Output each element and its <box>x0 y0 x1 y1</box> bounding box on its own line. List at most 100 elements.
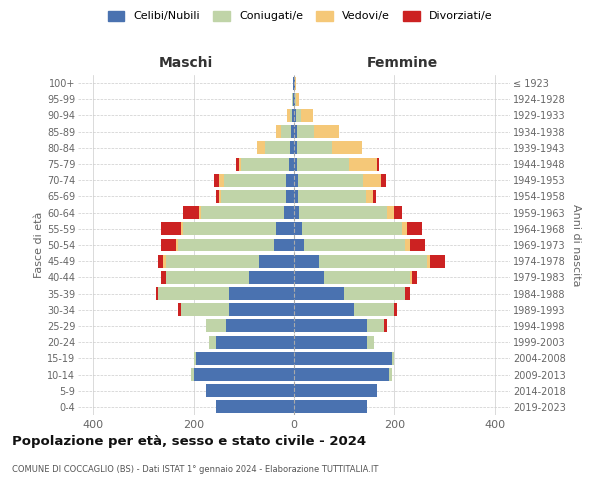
Bar <box>166 271 249 284</box>
Bar <box>304 238 404 252</box>
Bar <box>293 76 294 90</box>
Bar <box>286 190 294 203</box>
Bar <box>158 254 163 268</box>
Bar <box>294 190 298 203</box>
Bar <box>354 304 394 316</box>
Bar <box>430 254 445 268</box>
Bar <box>296 93 299 106</box>
Bar <box>236 158 239 170</box>
Bar <box>299 206 387 219</box>
Bar <box>296 109 301 122</box>
Bar <box>281 125 292 138</box>
Bar <box>161 271 166 284</box>
Bar <box>407 222 422 235</box>
Bar <box>218 190 221 203</box>
Bar <box>367 320 385 332</box>
Bar <box>298 190 366 203</box>
Bar <box>296 158 349 170</box>
Bar <box>229 287 294 300</box>
Bar <box>216 400 294 413</box>
Bar <box>286 174 294 186</box>
Bar <box>294 222 302 235</box>
Bar <box>287 109 290 122</box>
Bar <box>294 400 367 413</box>
Bar <box>156 287 158 300</box>
Bar <box>184 206 199 219</box>
Bar <box>294 238 304 252</box>
Bar <box>194 368 294 381</box>
Bar <box>294 174 298 186</box>
Bar <box>161 222 181 235</box>
Bar <box>201 206 284 219</box>
Bar <box>290 109 292 122</box>
Bar <box>176 238 178 252</box>
Bar <box>229 304 294 316</box>
Bar <box>387 206 394 219</box>
Bar <box>166 254 259 268</box>
Text: Maschi: Maschi <box>159 56 213 70</box>
Bar <box>163 254 166 268</box>
Bar <box>277 125 281 138</box>
Bar <box>216 190 218 203</box>
Bar <box>404 238 410 252</box>
Bar <box>218 174 224 186</box>
Bar <box>257 142 265 154</box>
Bar <box>295 76 296 90</box>
Bar <box>294 93 295 106</box>
Bar <box>410 271 412 284</box>
Bar <box>191 368 194 381</box>
Bar <box>178 304 181 316</box>
Bar <box>265 142 290 154</box>
Y-axis label: Fasce di età: Fasce di età <box>34 212 44 278</box>
Bar <box>206 384 294 397</box>
Bar <box>294 109 296 122</box>
Bar <box>349 158 377 170</box>
Bar <box>294 384 377 397</box>
Text: Popolazione per età, sesso e stato civile - 2024: Popolazione per età, sesso e stato civil… <box>12 435 366 448</box>
Bar <box>241 158 289 170</box>
Bar <box>319 254 427 268</box>
Bar <box>366 190 373 203</box>
Bar <box>214 174 218 186</box>
Bar <box>373 190 376 203</box>
Bar <box>226 320 294 332</box>
Bar <box>290 142 294 154</box>
Bar <box>404 287 410 300</box>
Y-axis label: Anni di nascita: Anni di nascita <box>571 204 581 286</box>
Bar <box>184 222 277 235</box>
Bar <box>294 304 354 316</box>
Bar <box>292 109 294 122</box>
Bar <box>389 368 392 381</box>
Bar <box>161 238 176 252</box>
Bar <box>239 158 241 170</box>
Bar <box>385 320 387 332</box>
Bar <box>295 93 296 106</box>
Bar <box>302 222 402 235</box>
Bar <box>394 304 397 316</box>
Bar <box>298 174 364 186</box>
Bar <box>216 336 294 348</box>
Bar <box>427 254 430 268</box>
Bar <box>294 368 389 381</box>
Bar <box>259 254 294 268</box>
Bar <box>294 352 392 365</box>
Bar <box>296 142 332 154</box>
Bar <box>367 336 374 348</box>
Bar <box>294 287 344 300</box>
Bar <box>294 336 367 348</box>
Bar <box>284 206 294 219</box>
Bar <box>294 142 296 154</box>
Text: COMUNE DI COCCAGLIO (BS) - Dati ISTAT 1° gennaio 2024 - Elaborazione TUTTITALIA.: COMUNE DI COCCAGLIO (BS) - Dati ISTAT 1°… <box>12 465 379 474</box>
Bar <box>274 238 294 252</box>
Bar <box>277 222 294 235</box>
Bar <box>377 158 379 170</box>
Bar <box>196 352 294 365</box>
Bar <box>194 352 196 365</box>
Legend: Celibi/Nubili, Coniugati/e, Vedovi/e, Divorziati/e: Celibi/Nubili, Coniugati/e, Vedovi/e, Di… <box>108 10 492 22</box>
Bar <box>294 76 295 90</box>
Bar <box>392 352 394 365</box>
Bar <box>394 206 402 219</box>
Bar <box>314 125 339 138</box>
Bar <box>178 238 274 252</box>
Bar <box>294 254 319 268</box>
